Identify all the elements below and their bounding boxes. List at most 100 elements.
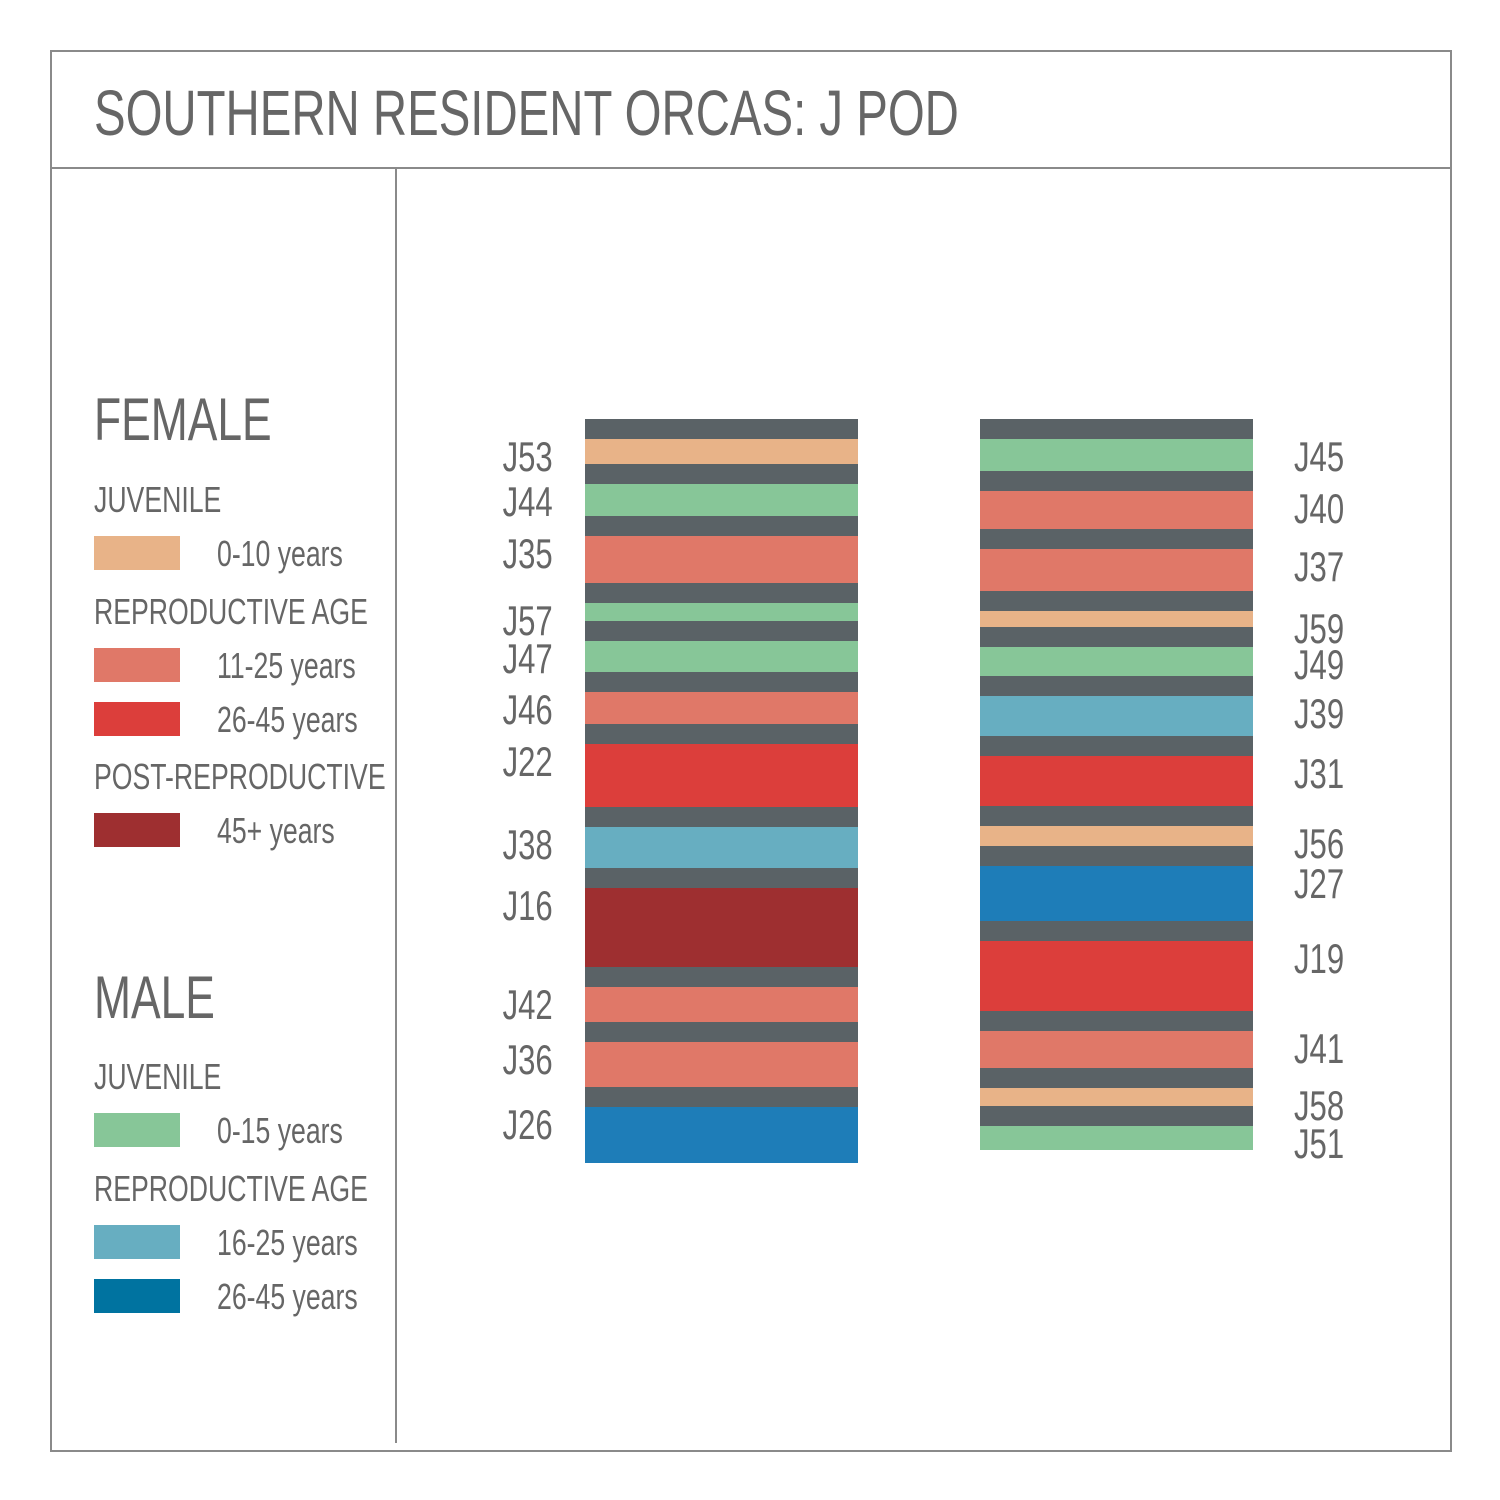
band-j19 [980, 941, 1253, 1011]
band-j57 [585, 603, 858, 621]
legend-female-reproductive: REPRODUCTIVE AGE [94, 591, 368, 632]
legend-male-heading: MALE [94, 964, 215, 1031]
band-separator [980, 471, 1253, 491]
band-label-j22: J22 [502, 738, 553, 785]
band-separator [585, 868, 858, 888]
band-label-j47: J47 [502, 635, 553, 682]
band-separator [585, 583, 858, 603]
band-j27 [980, 866, 1253, 921]
band-separator [585, 672, 858, 692]
legend-label-f-juv: 0-10 years [217, 533, 343, 574]
legend-swatch-f-juv [94, 536, 180, 570]
band-j51 [980, 1126, 1253, 1150]
band-label-j42: J42 [502, 981, 553, 1028]
legend-label-f-post: 45+ years [217, 810, 335, 851]
band-label-j57: J57 [502, 597, 553, 644]
band-j58 [980, 1088, 1253, 1106]
band-separator [980, 1106, 1253, 1126]
band-label-j37: J37 [1294, 543, 1345, 590]
header-divider [50, 167, 1450, 169]
band-separator [980, 806, 1253, 826]
band-label-j16: J16 [502, 882, 553, 929]
legend-divider [395, 169, 397, 1443]
band-j39 [980, 696, 1253, 736]
band-j59 [980, 611, 1253, 627]
band-j40 [980, 491, 1253, 529]
legend-swatch-f-post [94, 813, 180, 847]
legend-male-juvenile: JUVENILE [94, 1056, 222, 1097]
band-separator [585, 724, 858, 744]
band-j45 [980, 439, 1253, 471]
band-j49 [980, 647, 1253, 676]
band-separator [980, 1068, 1253, 1088]
band-label-j35: J35 [502, 530, 553, 577]
legend-swatch-m-rep1 [94, 1225, 180, 1259]
legend-label-m-juv: 0-15 years [217, 1110, 343, 1151]
band-separator [585, 807, 858, 827]
band-separator [585, 1087, 858, 1107]
band-label-j45: J45 [1294, 433, 1345, 480]
band-label-j56: J56 [1294, 820, 1345, 867]
band-separator [980, 591, 1253, 611]
band-label-j58: J58 [1294, 1082, 1345, 1129]
band-separator [980, 846, 1253, 866]
legend-label-f-rep1: 11-25 years [217, 645, 356, 686]
band-j26 [585, 1107, 858, 1163]
band-separator [585, 516, 858, 536]
legend-label-m-rep1: 16-25 years [217, 1222, 358, 1263]
band-separator [980, 419, 1253, 439]
band-j16 [585, 888, 858, 967]
legend-label-m-rep2: 26-45 years [217, 1276, 358, 1317]
band-j31 [980, 756, 1253, 806]
band-label-j46: J46 [502, 686, 553, 733]
band-separator [980, 736, 1253, 756]
band-separator [585, 419, 858, 439]
band-j37 [980, 549, 1253, 591]
band-j42 [585, 987, 858, 1022]
chart-title: SOUTHERN RESIDENT ORCAS: J POD [94, 78, 1263, 148]
legend-female-heading: FEMALE [94, 386, 272, 453]
band-j46 [585, 692, 858, 724]
band-j22 [585, 744, 858, 807]
band-label-j53: J53 [502, 433, 553, 480]
band-label-j31: J31 [1294, 750, 1345, 797]
band-label-j26: J26 [502, 1101, 553, 1148]
band-j36 [585, 1042, 858, 1087]
band-separator [585, 967, 858, 987]
band-separator [980, 627, 1253, 647]
band-j38 [585, 827, 858, 868]
band-label-j39: J39 [1294, 690, 1345, 737]
band-j41 [980, 1031, 1253, 1068]
band-label-j44: J44 [502, 478, 553, 525]
band-label-j38: J38 [502, 821, 553, 868]
band-separator [585, 464, 858, 484]
band-j47 [585, 641, 858, 672]
band-j35 [585, 536, 858, 583]
band-separator [980, 1011, 1253, 1031]
band-j56 [980, 826, 1253, 846]
band-label-j40: J40 [1294, 485, 1345, 532]
band-separator [980, 529, 1253, 549]
legend-label-f-rep2: 26-45 years [217, 699, 358, 740]
legend-swatch-m-rep2 [94, 1279, 180, 1313]
legend-male-reproductive: REPRODUCTIVE AGE [94, 1168, 368, 1209]
band-label-j36: J36 [502, 1036, 553, 1083]
band-separator [980, 676, 1253, 696]
band-separator [585, 621, 858, 641]
band-j53 [585, 439, 858, 464]
band-label-j49: J49 [1294, 641, 1345, 688]
legend-swatch-m-juv [94, 1113, 180, 1147]
band-separator [980, 921, 1253, 941]
chart-title-text: SOUTHERN RESIDENT ORCAS: J POD [94, 77, 959, 149]
band-label-j19: J19 [1294, 935, 1345, 982]
legend-female-post: POST-REPRODUCTIVE [94, 756, 386, 797]
band-separator [585, 1022, 858, 1042]
chart-frame [50, 50, 1452, 1452]
band-label-j27: J27 [1294, 860, 1345, 907]
legend-swatch-f-rep2 [94, 702, 180, 736]
band-label-j51: J51 [1294, 1120, 1345, 1167]
band-label-j41: J41 [1294, 1025, 1345, 1072]
legend-swatch-f-rep1 [94, 648, 180, 682]
band-label-j59: J59 [1294, 605, 1345, 652]
legend-female-juvenile: JUVENILE [94, 479, 222, 520]
